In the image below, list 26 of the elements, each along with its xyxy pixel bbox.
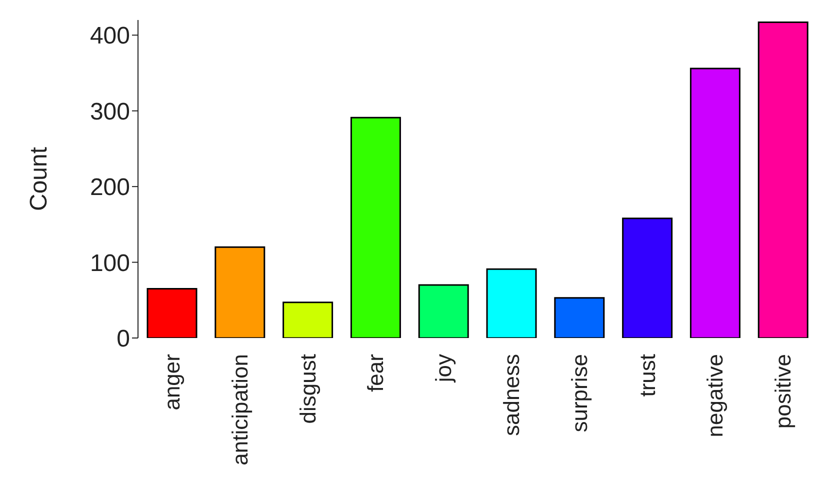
y-tick-label: 300	[90, 98, 130, 126]
y-tick-label: 200	[90, 174, 130, 202]
bar	[350, 116, 401, 338]
x-tick-label: trust	[634, 354, 660, 397]
y-tick-label: 0	[116, 326, 130, 353]
bar	[622, 218, 673, 338]
x-tick-label: negative	[702, 354, 728, 438]
x-tick-label: fear	[363, 354, 388, 392]
bar	[146, 288, 198, 338]
bar	[418, 284, 469, 338]
y-tick-label: 400	[90, 22, 130, 50]
bar	[554, 297, 605, 338]
x-tick-label: surprise	[566, 354, 592, 432]
x-tick-label: anger	[159, 354, 184, 410]
x-tick-label: positive	[770, 354, 796, 429]
y-tick-label: 100	[90, 250, 130, 277]
x-tick-label: sadness	[498, 354, 524, 436]
bar	[690, 68, 740, 338]
y-axis-title: Count	[26, 146, 53, 212]
bar	[282, 302, 334, 338]
x-tick-label: joy	[431, 354, 456, 384]
bar	[758, 22, 808, 338]
bar	[486, 268, 537, 338]
bar	[214, 246, 266, 338]
x-tick-label: disgust	[295, 354, 320, 424]
x-tick-label: anticipation	[227, 354, 252, 466]
